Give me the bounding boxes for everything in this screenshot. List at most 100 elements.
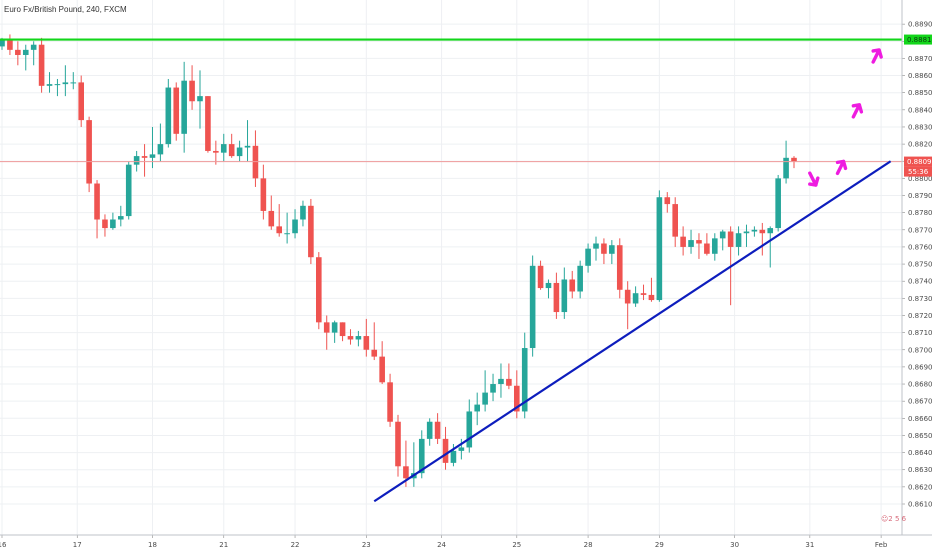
x-tick-label: 24: [437, 541, 446, 549]
candle-body: [54, 84, 61, 86]
candle-body: [355, 336, 362, 340]
candle-body: [300, 205, 306, 220]
candle-body: [363, 336, 370, 350]
x-tick-label: 29: [655, 541, 664, 549]
candle-body: [664, 197, 671, 205]
candle-body: [30, 44, 37, 50]
candle-body: [149, 154, 156, 158]
candle-body: [70, 82, 77, 84]
candle-body: [133, 156, 140, 165]
candle-body: [268, 210, 275, 227]
candle-body: [173, 87, 180, 134]
candle-body: [521, 348, 528, 412]
candle-body: [482, 392, 488, 405]
candle-body: [640, 293, 647, 295]
candle-body: [696, 240, 702, 244]
candle-body: [418, 438, 425, 474]
arrow-up-icon: [835, 159, 848, 176]
chart-title: Euro Fx/British Pound, 240, FXCM: [4, 5, 127, 14]
candle-body: [252, 145, 259, 179]
candle-body: [616, 245, 623, 290]
candle-body: [656, 197, 663, 301]
candle-body: [545, 282, 552, 289]
candle-body: [506, 378, 512, 386]
countdown-label: 55:36: [908, 168, 929, 176]
x-tick-label: 23: [362, 541, 371, 549]
candle-body: [450, 450, 457, 463]
candle-body: [751, 229, 758, 232]
candle-body: [236, 147, 243, 157]
candle-body: [442, 438, 449, 463]
current-price-tag: [904, 156, 932, 167]
candle-body: [474, 404, 480, 412]
candle-body: [719, 231, 726, 239]
candle-body: [585, 248, 591, 266]
candle-body: [490, 384, 496, 393]
x-tick-label: Feb: [875, 541, 888, 549]
candle-body: [86, 120, 92, 184]
candle-body: [458, 447, 465, 451]
candle-body: [593, 243, 599, 249]
arrow-down-icon: [808, 171, 820, 187]
arrow-up-icon: [851, 103, 864, 119]
candle-body: [553, 282, 560, 313]
y-tick-label: 0.86100: [908, 501, 932, 509]
candle-body: [498, 378, 504, 385]
candle-body: [7, 39, 13, 50]
candle-body: [537, 265, 544, 289]
candle-body: [220, 144, 227, 153]
candle-body: [78, 82, 84, 121]
x-tick-label: 31: [805, 541, 814, 549]
x-tick-label: 18: [148, 541, 157, 549]
candle-body: [727, 231, 734, 247]
candle-body: [648, 294, 655, 301]
candle-body: [118, 216, 124, 220]
x-tick-label: 21: [219, 541, 228, 549]
candle-body: [743, 231, 750, 234]
x-tick-label: 16: [0, 541, 7, 549]
candle-body: [466, 411, 473, 448]
candle-body: [403, 466, 409, 479]
candle-body: [213, 150, 219, 153]
candle-body: [387, 382, 393, 422]
candle-body: [609, 245, 615, 254]
resistance-price-label: 0.88814: [907, 36, 932, 44]
candle-body: [688, 240, 694, 247]
candle-body: [205, 96, 211, 151]
candle-body: [62, 82, 69, 85]
candle-body: [228, 144, 235, 157]
candle-body: [577, 265, 583, 292]
candle-body: [260, 178, 267, 211]
candle-body: [632, 293, 639, 304]
candle-body: [276, 226, 282, 234]
candle-body: [735, 233, 742, 247]
drawings: [0, 38, 902, 503]
x-tick-label: 30: [730, 541, 739, 549]
grid: [0, 0, 902, 535]
candle-body: [395, 421, 401, 467]
candle-body: [141, 156, 148, 158]
candle-body: [775, 178, 781, 229]
candle-body: [569, 279, 576, 292]
candle-body: [339, 322, 346, 337]
candle-body: [38, 44, 45, 86]
candle-body: [157, 144, 164, 155]
candle-body: [197, 96, 203, 102]
